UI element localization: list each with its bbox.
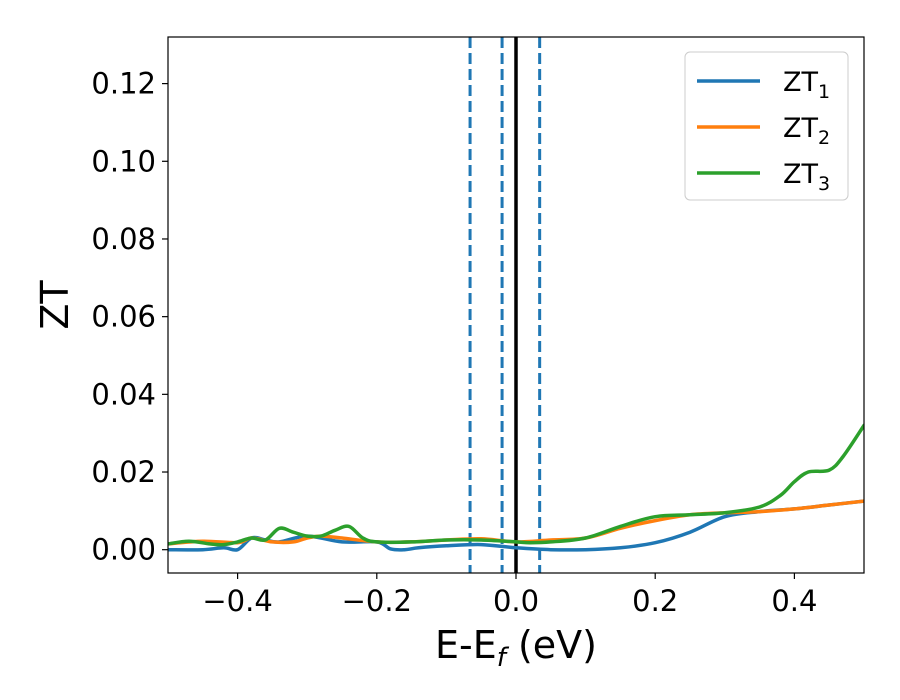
y-axis-ticks: 0.00 0.02 0.04 0.06 0.08 0.10 0.12 [91, 67, 168, 567]
y-tick-label: 0.06 [91, 300, 156, 334]
legend-label-subscript: 3 [818, 173, 830, 195]
y-tick-label: 0.04 [91, 377, 156, 411]
legend-label-zt3: ZT3 [783, 159, 830, 195]
legend-label-main: ZT [783, 113, 818, 144]
x-tick-label: 0.2 [632, 584, 678, 618]
y-axis-title: ZT [33, 280, 77, 330]
y-tick-label: 0.10 [91, 144, 156, 178]
legend-box [684, 51, 849, 201]
x-axis-title-main: E-E [435, 623, 497, 667]
x-tick-label: −0.4 [202, 584, 272, 618]
x-axis-title-unit: (eV) [506, 623, 597, 667]
series-line-zt3 [168, 423, 864, 547]
legend-label-subscript: 1 [818, 81, 830, 103]
x-tick-label: −0.2 [342, 584, 412, 618]
y-tick-label: 0.02 [91, 455, 156, 489]
x-tick-label: 0.0 [493, 584, 539, 618]
legend-label-main: ZT [783, 159, 818, 190]
legend-label-zt2: ZT2 [783, 113, 830, 149]
x-axis-title: E-Ef (eV) [435, 623, 597, 673]
legend-label-subscript: 2 [818, 127, 830, 149]
legend-label-zt1: ZT1 [783, 67, 830, 103]
legend-label-main: ZT [783, 67, 818, 98]
y-tick-label: 0.00 [91, 533, 156, 567]
x-tick-label: 0.4 [771, 584, 817, 618]
series-lines [168, 423, 864, 552]
y-tick-label: 0.12 [91, 67, 156, 101]
reference-lines [468, 37, 542, 573]
y-tick-label: 0.08 [91, 222, 156, 256]
x-axis-ticks: −0.4 −0.2 0.0 0.2 0.4 [202, 573, 817, 618]
